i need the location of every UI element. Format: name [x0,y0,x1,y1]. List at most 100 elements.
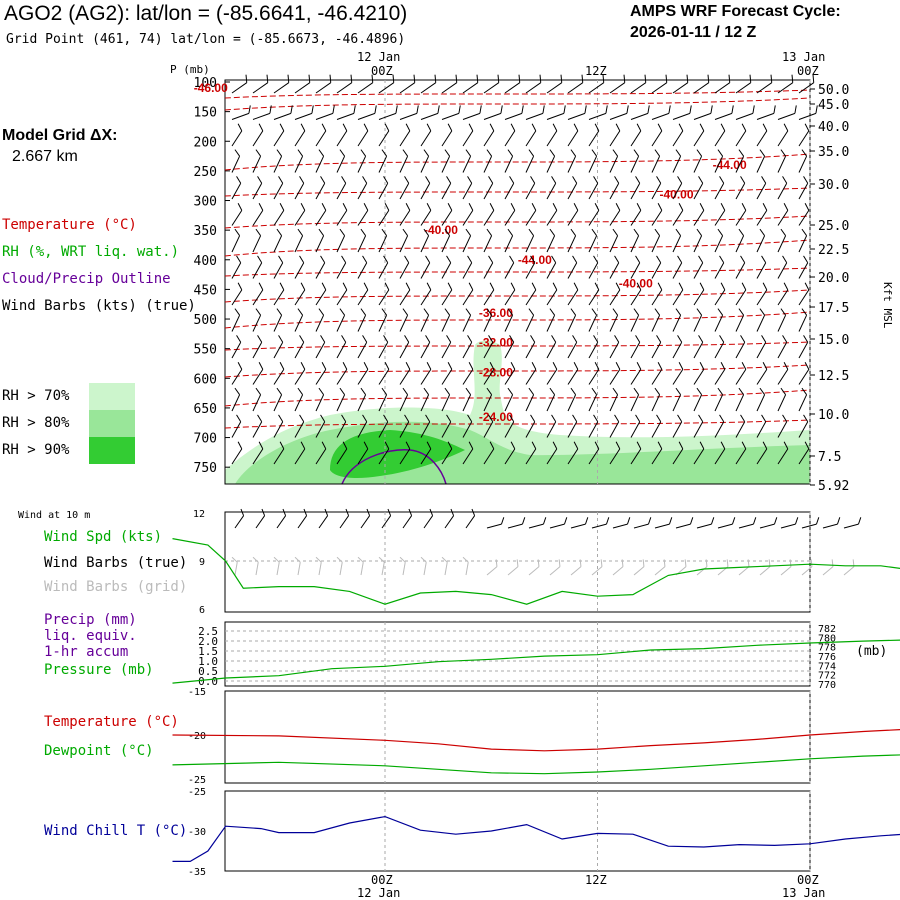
wind-barb [336,176,347,200]
wind-barb [378,255,389,279]
wind-barb-feather [299,414,305,423]
wind-barb [294,105,314,120]
wind-barb-feather [392,74,395,83]
sfc-wind-barb-grid [378,556,385,576]
wind-barb-feather [500,105,503,114]
wind-barb [294,414,305,438]
sfc-wind-barb-true [423,508,434,529]
wind-barb-feather [689,105,692,114]
wind-barb-shaft [735,314,745,332]
wind-barb [399,105,419,120]
wind-barb-feather [362,335,368,343]
sfc-barb-feather [627,517,631,525]
wind-barb-feather [360,308,367,316]
wind-barb [651,414,662,438]
wind-barb-feather [783,203,789,211]
temperature-tick-label: -25 [188,775,206,786]
wind-barb-shaft [777,342,788,359]
wind-barb-shaft [735,112,754,120]
wind-barb-feather [731,105,734,114]
wind-barb-feather [297,228,304,236]
height-tick-label: 7.5 [818,450,841,465]
wind-barb-feather [234,149,241,157]
cycle-title: AMPS WRF Forecast Cycle: [630,3,841,20]
wind-barb-feather [404,176,410,184]
wind-barb-feather [321,203,327,211]
wind-barb-feather [657,123,663,132]
sfc-wind-barb-true [465,508,476,529]
wind-barb-feather [489,282,495,291]
wind-barb [315,203,327,226]
wind-barb [252,282,264,306]
wind-barb [546,123,558,147]
wind-barb-shaft [693,130,705,147]
wind-barb-shaft [714,448,726,465]
wind-barb-feather [602,74,605,83]
wind-barb-shaft [357,235,367,253]
wind-barb-feather [342,123,348,132]
wind-barb [546,387,556,412]
wind-barb-shaft [336,394,346,412]
wind-barb-shaft [672,369,684,385]
sfc-barb-grid-shaft [360,562,364,576]
wind-barb-shaft [693,210,705,226]
wind-barb [441,123,453,147]
wind-barb-shaft [273,262,284,279]
wind-barb [735,362,747,385]
sfc-barb-feather [501,517,505,525]
wind-barb-shaft [588,262,599,279]
precip-tick-label: 1.5 [198,645,218,658]
wind-barb-shaft [735,342,746,359]
wind-barb-shaft [462,155,472,173]
wind-barb-shaft [273,314,283,332]
wind-barb [399,282,411,306]
wind-barb-feather [636,123,642,132]
legend-sfc-temperature: Temperature (°C) [44,714,179,730]
wind-barb-shaft [546,130,558,147]
sfc-barb-grid-feather [357,556,364,563]
wind-barb [231,362,243,385]
wind-barb-feather [236,255,242,264]
wind-barb-feather [342,441,348,450]
pressure-tick-label: 300 [194,195,217,210]
windchill-line [172,815,900,863]
precip-tick-label: 0.0 [198,675,218,688]
wind-barb-shaft [567,82,584,94]
wind-barb-shaft [756,112,775,120]
wind-barb-shaft [777,130,789,147]
sfc-barb-grid-feather [684,559,687,567]
wind-barb-feather [782,255,788,264]
wind-barb [630,203,642,226]
wind-barb-feather [320,255,326,264]
wind-barb-feather [542,105,545,114]
wind-barb-feather [279,441,285,450]
wind-barb-feather [677,335,683,343]
wind-barb-feather [360,228,367,236]
wind-barb-feather [549,308,556,316]
wind-barb-shaft [315,342,326,359]
wind-barb [672,123,684,147]
wind-barb [462,228,472,253]
wind-barb [777,255,788,279]
wind-barb-shaft [525,262,536,279]
wind-barb-shaft [441,155,451,173]
wind-barb [420,335,431,359]
wind-barb [588,414,599,438]
wind-barb [231,123,243,147]
wind-barb [378,387,388,412]
wind-barb-shaft [252,210,264,226]
wind-barb [525,149,535,173]
wind-barb-shaft [693,314,703,332]
wind-barb [651,228,661,253]
sfc-wind-barb-true [255,508,266,529]
wind-barb-shaft [336,155,346,173]
wind-barb-shaft [462,210,474,226]
wind-barb-shaft [504,448,516,465]
wind-barb-feather [740,255,746,264]
wind-barb-feather [761,255,767,264]
wind-barb-feather [761,176,767,184]
wind-barb-shaft [630,394,640,412]
wind-barb [630,255,641,279]
sfc-barb-grid-shaft [234,562,238,576]
